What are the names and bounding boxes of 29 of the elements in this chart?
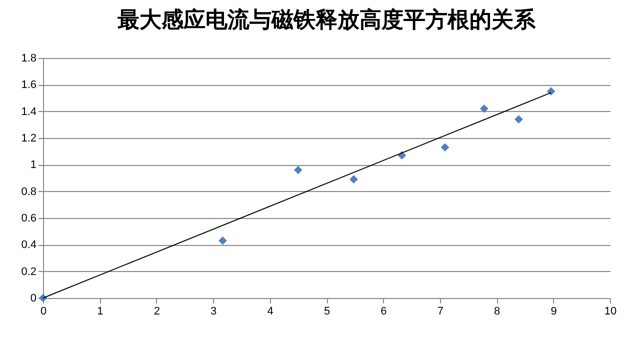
x-tick-label: 7: [437, 306, 444, 318]
point: [546, 87, 556, 96]
point: [294, 166, 302, 174]
y-tick-label: 1.4: [21, 106, 36, 118]
x-tick-label: 5: [324, 306, 330, 318]
y-tick-label: 1.8: [21, 52, 36, 64]
y-tick-label: 0.4: [21, 239, 36, 252]
chart-title: 最大感应电流与磁铁释放高度平方根的关系: [116, 7, 536, 32]
x-tick-label: 9: [550, 306, 557, 318]
x-tick-label: 2: [154, 306, 160, 318]
point: [480, 104, 488, 113]
x-tick-label: 0: [40, 306, 47, 318]
point: [218, 236, 227, 245]
point: [514, 115, 523, 124]
x-tick-label: 10: [604, 306, 617, 318]
y-tick-label: 0.2: [21, 266, 36, 278]
y-tick-label: 0: [30, 292, 36, 304]
y-tick-label: 1.2: [21, 132, 36, 144]
point: [440, 143, 450, 152]
y-tick-label: 1: [30, 159, 36, 172]
y-tick-label: 1.6: [21, 79, 36, 92]
x-tick-label: 1: [97, 306, 104, 318]
x-tick-label: 6: [380, 306, 387, 318]
x-tick-label: 8: [494, 306, 500, 318]
y-tick-label: 0.8: [21, 186, 36, 198]
point: [350, 175, 358, 184]
x-tick-label: 4: [267, 306, 274, 318]
y-tick-label: 0.6: [21, 212, 36, 224]
x-tick-label: 3: [210, 306, 217, 318]
